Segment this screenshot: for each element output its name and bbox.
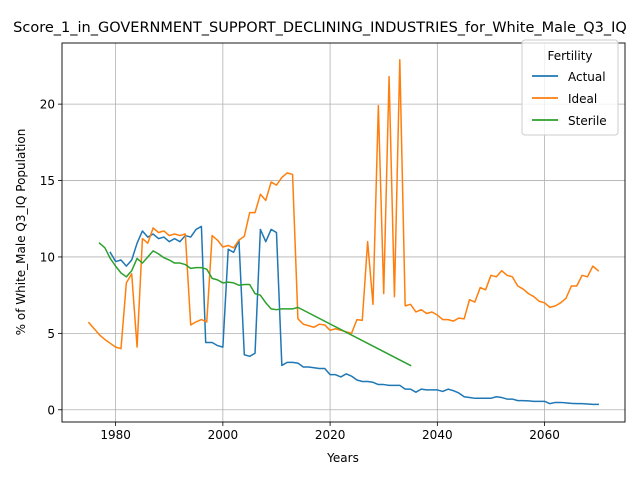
y-tick-label: 5 bbox=[47, 327, 55, 341]
legend-label-ideal: Ideal bbox=[568, 92, 597, 106]
plot-frame bbox=[61, 42, 626, 423]
x-tick-label: 2060 bbox=[529, 428, 560, 442]
series-line-sterile bbox=[98, 242, 412, 367]
y-tick-label: 10 bbox=[40, 250, 55, 264]
series-line-actual bbox=[109, 225, 599, 406]
y-tick-label: 0 bbox=[47, 403, 55, 417]
x-tick-label: 2020 bbox=[315, 428, 346, 442]
y-axis-label: % of White_Male Q3_IQ Population bbox=[14, 129, 28, 336]
legend-title: Fertility bbox=[547, 49, 592, 63]
chart-title: Score_1_in_GOVERNMENT_SUPPORT_DECLINING_… bbox=[13, 20, 627, 36]
series-lines bbox=[87, 59, 600, 406]
legend: Fertility Actual Ideal Sterile bbox=[521, 39, 619, 136]
x-tick-label: 1980 bbox=[100, 428, 131, 442]
legend-label-actual: Actual bbox=[568, 70, 606, 84]
y-tick-label: 20 bbox=[40, 98, 55, 112]
x-axis-ticks: 1980 2000 2020 2040 2060 bbox=[100, 422, 560, 442]
x-axis-label: Years bbox=[326, 451, 359, 465]
legend-label-sterile: Sterile bbox=[568, 114, 607, 128]
y-axis-ticks: 0 5 10 15 20 bbox=[40, 98, 62, 417]
legend-box bbox=[521, 39, 619, 136]
x-tick-label: 2040 bbox=[422, 428, 453, 442]
y-tick-label: 15 bbox=[40, 174, 55, 188]
x-tick-label: 2000 bbox=[208, 428, 239, 442]
